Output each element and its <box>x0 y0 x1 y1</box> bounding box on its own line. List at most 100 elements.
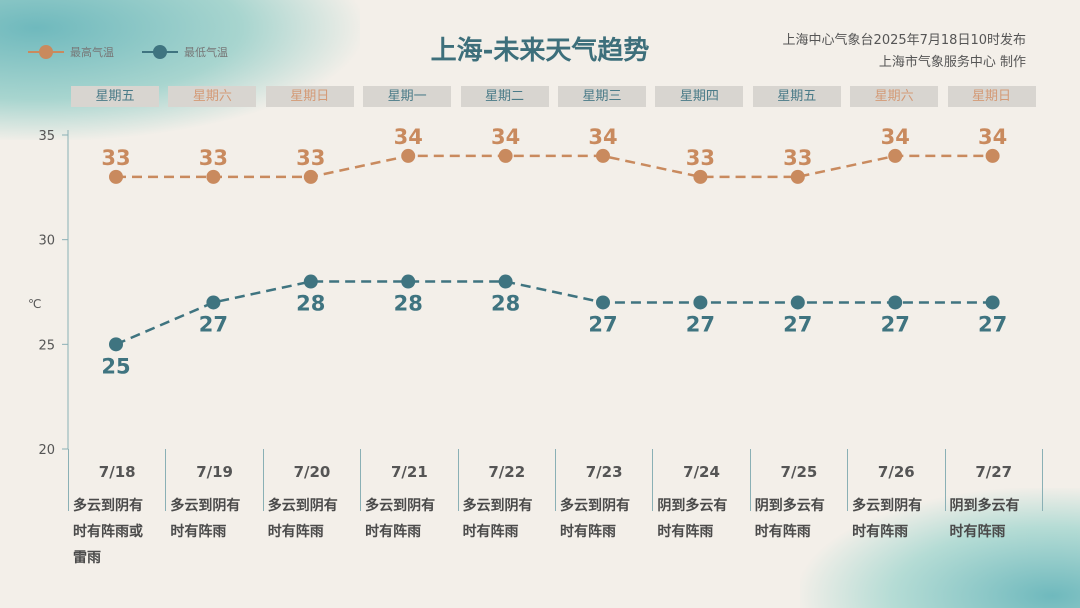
data-label: 34 <box>978 125 1007 149</box>
y-tick-label: 25 <box>38 338 55 353</box>
forecast-column: 7/19 多云到阴有时有阵雨 <box>165 449 262 540</box>
data-point <box>596 148 610 163</box>
data-label: 33 <box>686 146 715 170</box>
weather-text: 时有阵雨或 <box>73 524 143 540</box>
legend: 最高气温 最低气温 <box>28 44 228 60</box>
date-label: 7/21 <box>390 463 428 481</box>
weekday-label: 星期二 <box>460 86 549 107</box>
data-point <box>888 295 903 310</box>
data-label: 33 <box>199 146 228 170</box>
weather-text: 多云到阴有 <box>462 498 533 514</box>
data-point <box>303 169 318 184</box>
weather-text: 时有阵雨 <box>462 524 519 540</box>
legend-low: 最低气温 <box>142 44 228 60</box>
weekday-label: 星期日 <box>947 86 1036 107</box>
weekday-label: 星期一 <box>363 86 452 107</box>
decor-top-left <box>0 0 360 140</box>
date-label: 7/27 <box>975 463 1013 481</box>
data-label: 28 <box>394 292 423 316</box>
data-label: 33 <box>296 146 325 170</box>
weather-text: 时有阵雨 <box>365 524 422 540</box>
date-label: 7/19 <box>196 463 233 481</box>
weather-text: 多云到阴有 <box>559 498 630 514</box>
weather-text: 多云到阴有 <box>73 498 143 514</box>
y-unit-label: ℃ <box>28 297 41 311</box>
forecast-table: 7/18 多云到阴有 时有阵雨或 雷雨 7/19 多云到阴有 时有阵雨 7/20 多云到阴有 时有… <box>68 449 1043 566</box>
data-label: 28 <box>296 292 325 316</box>
weather-text: 阴到多云有 <box>754 498 825 514</box>
data-label: 27 <box>978 312 1007 336</box>
data-point <box>790 169 805 184</box>
weather-text: 多云到阴有 <box>170 498 241 514</box>
weather-text: 时有阵雨 <box>267 524 324 540</box>
data-point <box>693 295 708 310</box>
data-point <box>985 148 1000 163</box>
data-point <box>790 295 805 310</box>
data-label: 25 <box>101 354 130 378</box>
weather-text: 时有阵雨 <box>949 524 1006 540</box>
weekday-label: 星期四 <box>655 86 744 107</box>
y-tick-label: 35 <box>38 129 55 144</box>
data-point <box>985 295 1000 310</box>
date-label: 7/18 <box>98 463 136 481</box>
data-point <box>401 274 416 289</box>
forecast-column: 7/26 多云到阴有时有阵雨 <box>847 449 944 540</box>
legend-label: 最低气温 <box>184 46 228 59</box>
y-tick-label: 20 <box>38 443 55 458</box>
data-label: 34 <box>394 125 423 149</box>
publish-time: 上海中心气象台2025年7月18日10时发布 <box>782 33 1026 48</box>
weather-text: 多云到阴有 <box>365 498 436 514</box>
data-point <box>109 337 123 352</box>
weather-text: 阴到多云有 <box>949 498 1020 514</box>
data-point <box>596 295 610 310</box>
forecast-column: 7/24 阴到多云有时有阵雨 <box>652 449 749 540</box>
data-label: 28 <box>491 292 520 316</box>
forecast-column: 7/21 多云到阴有时有阵雨 <box>360 449 457 540</box>
weather-text: 时有阵雨 <box>559 524 616 540</box>
data-label: 27 <box>686 312 715 336</box>
data-point <box>206 169 221 184</box>
data-label: 27 <box>588 312 617 336</box>
data-label: 33 <box>101 146 130 170</box>
date-label: 7/20 <box>293 463 331 481</box>
legend-label: 最高气温 <box>70 46 114 59</box>
data-label: 34 <box>588 125 617 149</box>
data-label: 27 <box>783 312 812 336</box>
data-point <box>693 169 708 184</box>
weather-text: 时有阵雨 <box>852 524 909 540</box>
y-tick-label: 30 <box>38 234 55 249</box>
data-point <box>498 148 513 163</box>
data-point <box>303 274 318 289</box>
weather-text: 时有阵雨 <box>657 524 714 540</box>
forecast-column: 7/27 阴到多云有时有阵雨 <box>944 449 1043 540</box>
weekday-label: 星期五 <box>71 86 159 107</box>
weekday-label: 星期日 <box>265 86 354 107</box>
weather-text: 时有阵雨 <box>170 524 227 540</box>
data-label: 27 <box>199 312 228 336</box>
series-line <box>116 154 993 179</box>
date-label: 7/26 <box>877 463 915 481</box>
producer: 上海市气象服务中心 制作 <box>878 55 1026 70</box>
data-point <box>888 148 903 163</box>
weather-text: 阴到多云有 <box>657 498 728 514</box>
weekday-label: 星期三 <box>557 86 646 107</box>
forecast-column: 7/18 多云到阴有 时有阵雨或 雷雨 <box>68 449 165 566</box>
weather-text: 时有阵雨 <box>754 524 811 540</box>
data-label: 34 <box>491 125 520 149</box>
weather-text: 多云到阴有 <box>267 498 338 514</box>
date-label: 7/24 <box>683 463 720 481</box>
forecast-column: 7/20 多云到阴有时有阵雨 <box>262 449 360 540</box>
date-label: 7/22 <box>488 463 526 481</box>
data-label: 27 <box>881 312 910 336</box>
legend-high: 最高气温 <box>28 44 114 60</box>
weekday-row: 星期五 星期六 星期日 星期一 星期二 星期三 星期四 星期五 星期六 星期日 <box>71 86 1036 107</box>
forecast-column: 7/22 多云到阴有时有阵雨 <box>457 449 555 540</box>
series-line <box>115 280 993 346</box>
data-point <box>498 274 513 289</box>
page-title: 上海-未来天气趋势 <box>430 36 650 66</box>
weekday-label: 星期五 <box>752 86 841 107</box>
data-label: 33 <box>783 146 812 170</box>
weather-text: 多云到阴有 <box>852 498 923 514</box>
data-point <box>206 295 221 310</box>
